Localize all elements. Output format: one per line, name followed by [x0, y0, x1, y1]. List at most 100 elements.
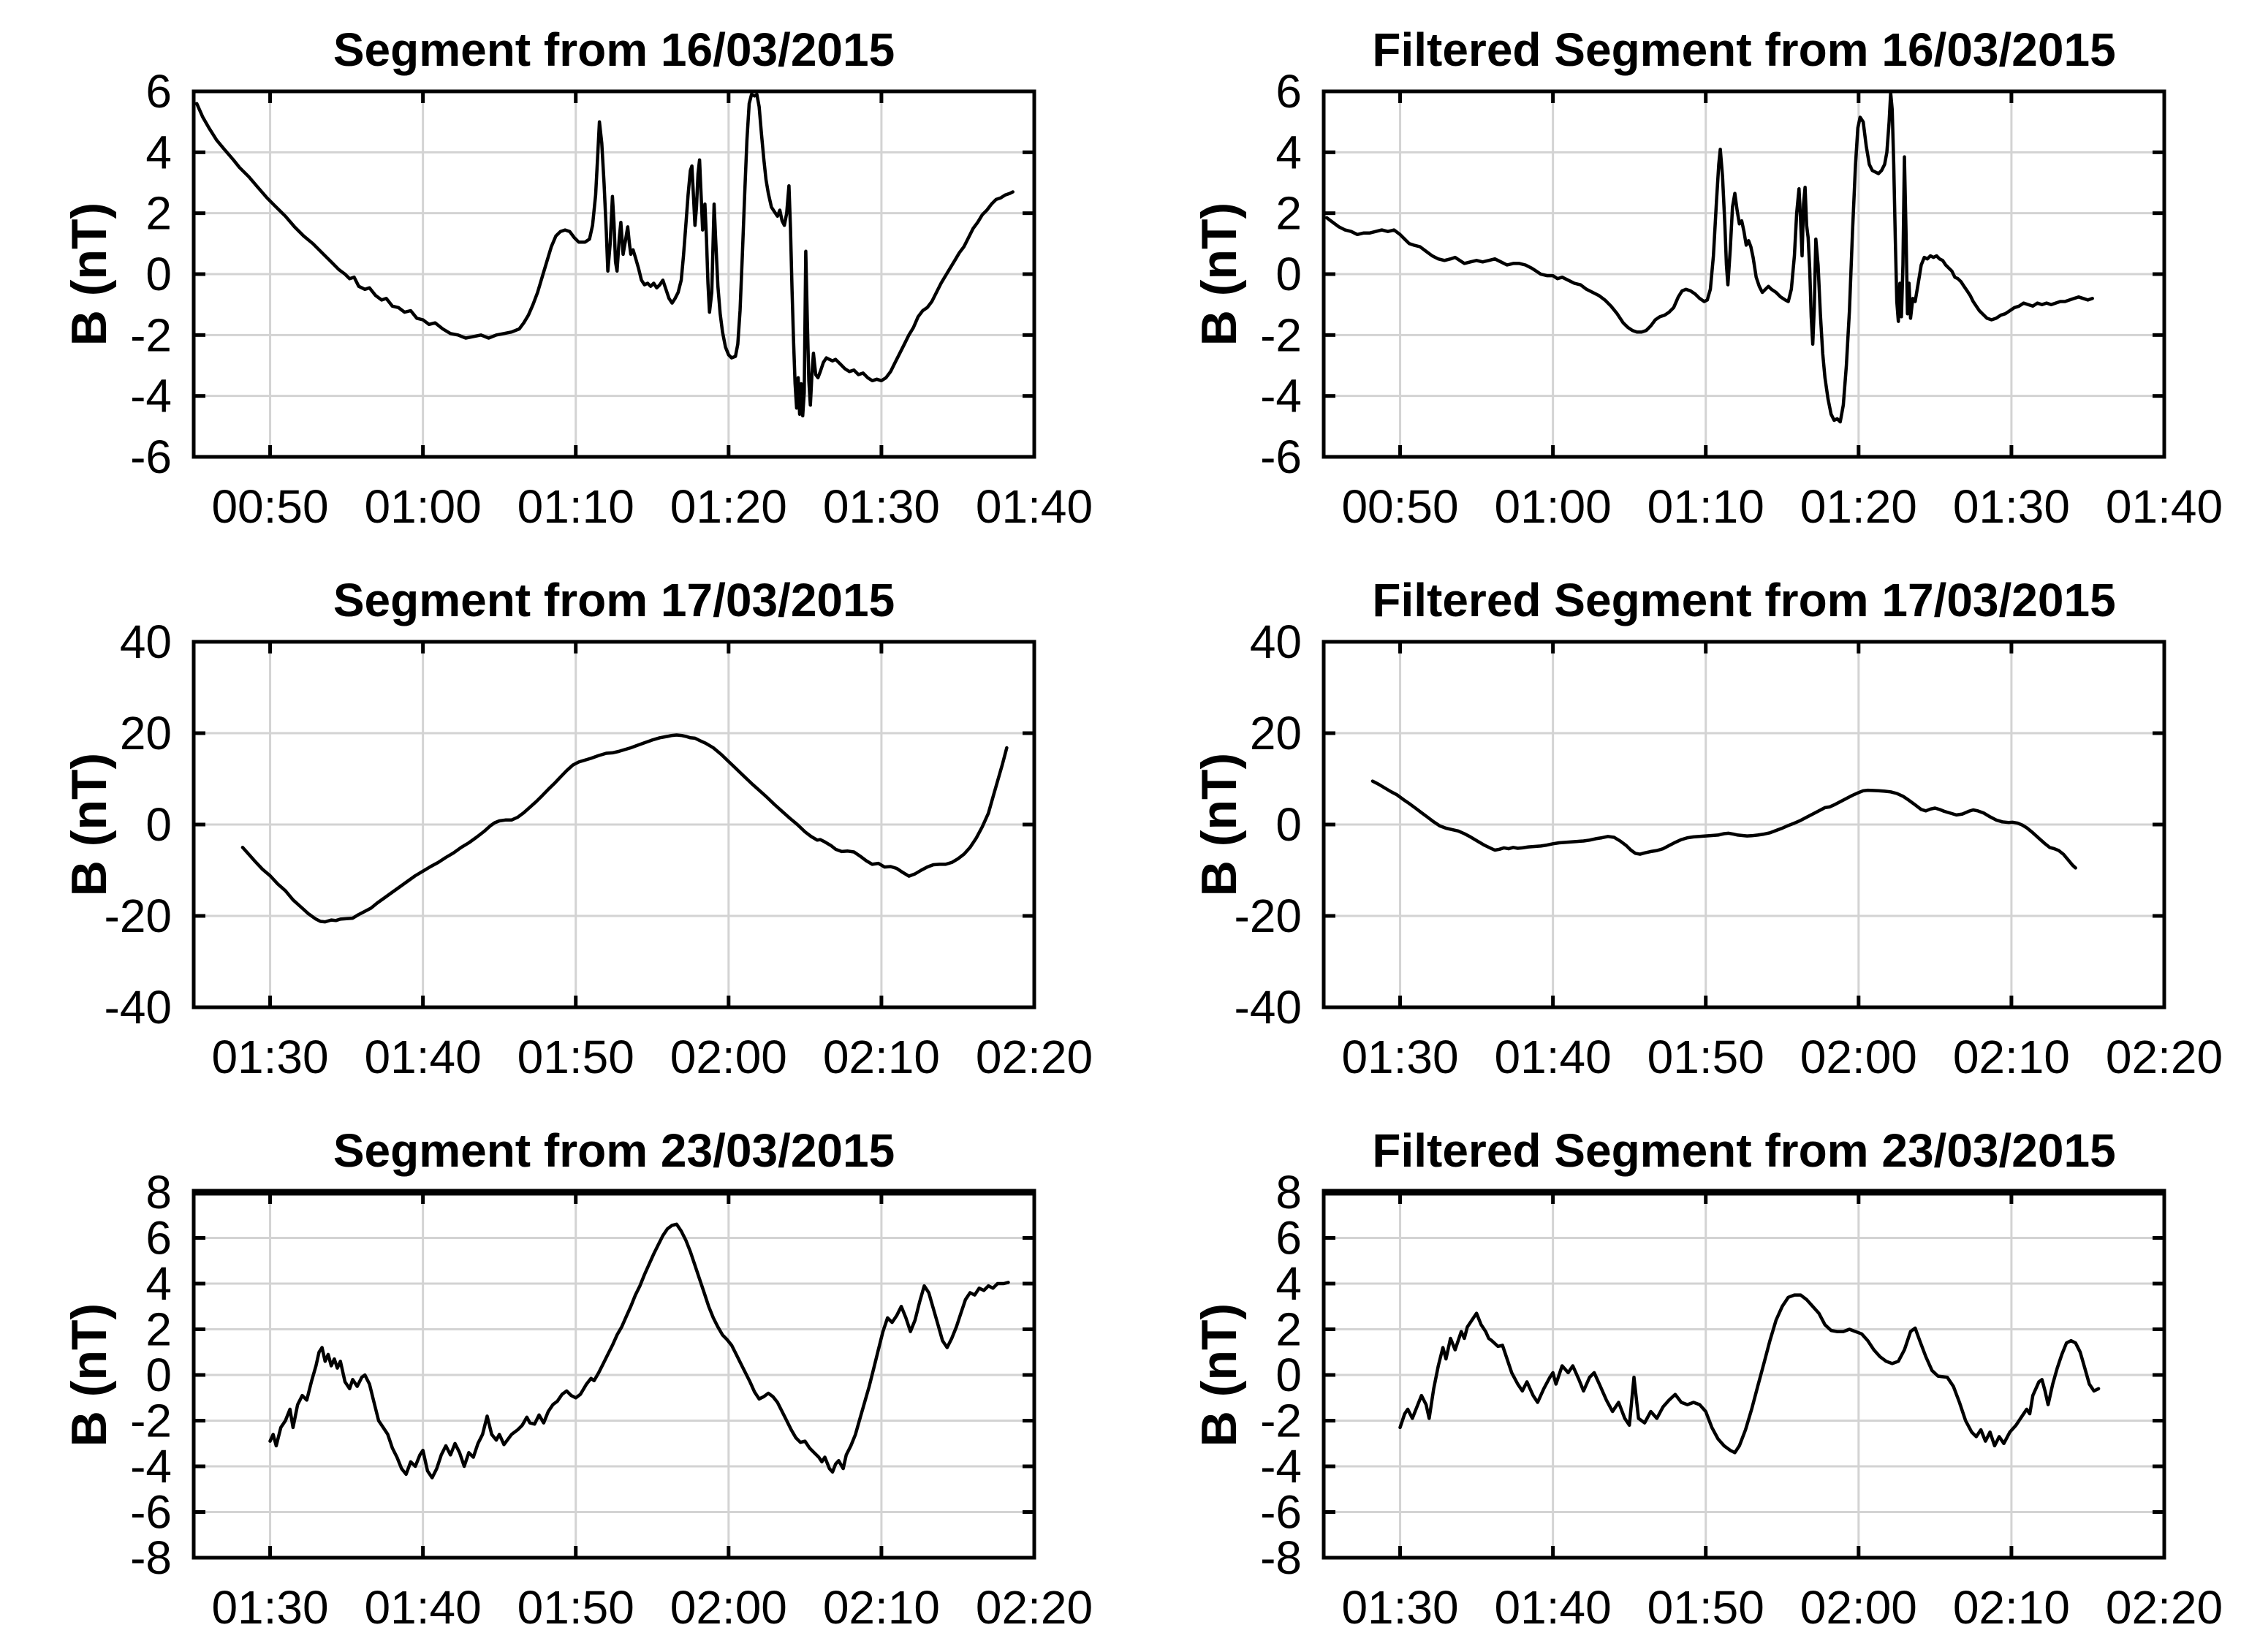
x-tick-label: 02:00 — [1800, 1031, 1917, 1083]
x-tick-label: 01:10 — [517, 480, 634, 533]
x-tick-label: 01:30 — [1341, 1031, 1458, 1083]
series-line — [1324, 91, 2094, 424]
x-tick-label: 02:20 — [2106, 1031, 2223, 1083]
x-tick-label: 01:30 — [823, 480, 940, 533]
y-tick-label: 0 — [1275, 1349, 1302, 1401]
y-tick-label: 6 — [145, 65, 172, 118]
x-tick-label: 01:50 — [1647, 1581, 1764, 1634]
plot-canvas: 01:30 01:40 01:50 02:00 02:10 02:20 -40 -20 0 20 4… — [105, 615, 1093, 1083]
y-tick-label: 2 — [1275, 187, 1302, 240]
plot-canvas: 00:50 01:00 01:10 01:20 01:30 01:40 -6 -4 -2 0 2 4 6 — [130, 65, 1093, 533]
series-line — [194, 92, 1015, 418]
y-tick-label: 40 — [120, 615, 172, 668]
y-tick-label: 20 — [120, 707, 172, 759]
y-tick-label: 0 — [1275, 248, 1302, 300]
y-tick-label: 2 — [1275, 1303, 1302, 1356]
plot-title: Filtered Segment from 23/03/2015 — [1372, 1124, 2116, 1177]
x-tick-label: 01:30 — [211, 1581, 328, 1634]
y-tick-label: 40 — [1250, 615, 1302, 668]
y-tick-label: 0 — [145, 248, 172, 300]
subplot-raw-17-03-2015: Segment from 17/03/2015 B (nT) 01:30 01:4… — [0, 550, 1130, 1101]
y-tick-label: 4 — [145, 126, 172, 178]
y-tick-label: -6 — [130, 431, 172, 483]
x-tick-label: 01:50 — [1647, 1031, 1764, 1083]
x-tick-label: 01:30 — [1341, 1581, 1458, 1634]
plot-title: Segment from 16/03/2015 — [333, 23, 895, 76]
series-line — [1370, 779, 2077, 870]
x-tick-label: 01:10 — [1647, 480, 1764, 533]
plot-title: Filtered Segment from 16/03/2015 — [1372, 23, 2116, 76]
x-tick-label: 02:10 — [823, 1581, 940, 1634]
x-tick-label: 01:20 — [670, 480, 787, 533]
plot-title: Filtered Segment from 17/03/2015 — [1372, 574, 2116, 626]
subplot-raw-23-03-2015: Segment from 23/03/2015 B (nT) 01:30 01:4… — [0, 1101, 1130, 1651]
y-tick-label: -4 — [1260, 370, 1302, 423]
x-tick-label: 02:10 — [1953, 1031, 2070, 1083]
y-tick-label: 0 — [1275, 798, 1302, 851]
x-tick-label: 02:20 — [976, 1581, 1093, 1634]
x-tick-label: 02:00 — [670, 1581, 787, 1634]
x-tick-label: 02:20 — [976, 1031, 1093, 1083]
x-tick-label: 01:40 — [2106, 480, 2223, 533]
y-tick-label: 6 — [1275, 1212, 1302, 1265]
y-tick-label: -6 — [130, 1486, 172, 1539]
y-tick-label: -4 — [130, 370, 172, 423]
x-tick-label: 01:00 — [1495, 480, 1612, 533]
y-tick-label: -20 — [1235, 890, 1302, 942]
y-tick-label: 2 — [145, 1303, 172, 1356]
y-tick-label: 20 — [1250, 707, 1302, 759]
plot-title: Segment from 23/03/2015 — [333, 1124, 895, 1177]
y-tick-label: -20 — [105, 890, 172, 942]
y-tick-label: 8 — [1275, 1166, 1302, 1219]
x-tick-label: 02:10 — [823, 1031, 940, 1083]
y-tick-label: -8 — [1260, 1531, 1302, 1584]
y-tick-label: -8 — [130, 1531, 172, 1584]
y-tick-label: 8 — [145, 1166, 172, 1219]
y-tick-label: 6 — [145, 1212, 172, 1265]
plot-canvas: 01:30 01:40 01:50 02:00 02:10 02:20 -40 -20 0 20 4… — [1235, 615, 2223, 1083]
x-tick-label: 02:10 — [1953, 1581, 2070, 1634]
subplot-filtered-17-03-2015: Filtered Segment from 17/03/2015 B (nT) … — [1130, 550, 2260, 1101]
y-tick-label: 0 — [145, 798, 172, 851]
series-line — [1398, 1293, 2101, 1455]
x-tick-label: 01:50 — [517, 1581, 634, 1634]
subplot-filtered-23-03-2015: Filtered Segment from 23/03/2015 B (nT) … — [1130, 1101, 2260, 1651]
y-tick-label: 4 — [145, 1257, 172, 1310]
y-tick-label: 4 — [1275, 1257, 1302, 1310]
subplot-filtered-16-03-2015: Filtered Segment from 16/03/2015 B (nT) … — [1130, 0, 2260, 550]
y-tick-label: -2 — [130, 308, 172, 361]
x-tick-label: 01:30 — [1953, 480, 2070, 533]
x-tick-label: 01:40 — [365, 1031, 482, 1083]
x-tick-label: 02:20 — [2106, 1581, 2223, 1634]
y-tick-label: -6 — [1260, 431, 1302, 483]
x-tick-label: 01:40 — [365, 1581, 482, 1634]
x-tick-label: 01:20 — [1800, 480, 1917, 533]
x-tick-label: 01:50 — [517, 1031, 634, 1083]
y-tick-label: -2 — [1260, 1395, 1302, 1447]
x-tick-label: 01:00 — [365, 480, 482, 533]
y-tick-label: -40 — [105, 981, 172, 1034]
y-tick-label: 6 — [1275, 65, 1302, 118]
plot-canvas: 00:50 01:00 01:10 01:20 01:30 01:40 -6 -4 -2 0 2 4 6 — [1260, 65, 2223, 533]
y-tick-label: -2 — [130, 1395, 172, 1447]
subplot-raw-16-03-2015: Segment from 16/03/2015 B (nT) 00:50 01:0… — [0, 0, 1130, 550]
x-tick-label: 00:50 — [1341, 480, 1458, 533]
y-tick-label: -6 — [1260, 1486, 1302, 1539]
x-tick-label: 01:40 — [1495, 1581, 1612, 1634]
plot-canvas: 01:30 01:40 01:50 02:00 02:10 02:20 -8-6-4-202… — [130, 1166, 1093, 1634]
x-tick-label: 01:40 — [976, 480, 1093, 533]
y-tick-label: -2 — [1260, 308, 1302, 361]
y-tick-label: 2 — [145, 187, 172, 240]
x-tick-label: 02:00 — [670, 1031, 787, 1083]
x-tick-label: 00:50 — [211, 480, 328, 533]
x-tick-label: 01:40 — [1495, 1031, 1612, 1083]
x-tick-label: 01:30 — [211, 1031, 328, 1083]
plot-title: Segment from 17/03/2015 — [333, 574, 895, 626]
y-tick-label: -40 — [1235, 981, 1302, 1034]
y-tick-label: 4 — [1275, 126, 1302, 178]
y-tick-label: 0 — [145, 1349, 172, 1401]
series-line — [240, 733, 1009, 924]
y-tick-label: -4 — [1260, 1440, 1302, 1493]
plot-canvas: 01:30 01:40 01:50 02:00 02:10 02:20 -8-6-4-202… — [1260, 1166, 2223, 1634]
